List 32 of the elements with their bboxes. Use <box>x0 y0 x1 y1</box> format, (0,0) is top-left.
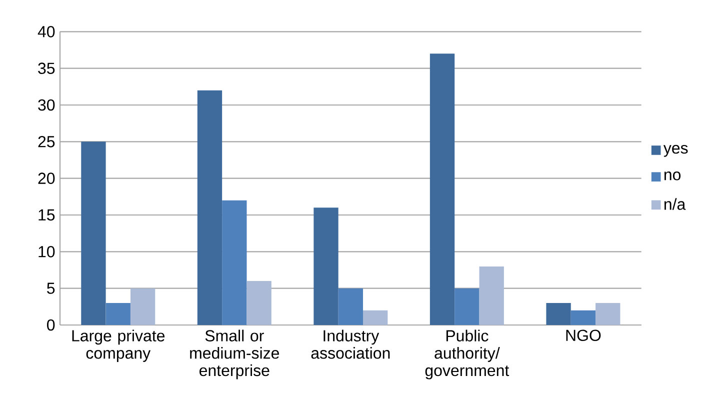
bar <box>363 310 388 325</box>
bar <box>130 288 156 325</box>
x-tick-label: Large private company <box>72 330 165 362</box>
bar <box>596 303 620 325</box>
legend-label: yes <box>663 144 688 157</box>
x-tick-label: Industry association <box>311 330 390 359</box>
bar <box>454 288 480 325</box>
y-tick-label: 20 <box>38 172 55 184</box>
bar <box>430 54 455 325</box>
legend-label: no <box>664 172 681 180</box>
y-tick-label: 10 <box>38 246 55 258</box>
x-tick-label: NGO <box>566 330 601 342</box>
x-tick-label: Small or medium-size enterprise <box>190 330 280 380</box>
bar <box>546 303 571 325</box>
y-tick-label: 25 <box>38 136 55 148</box>
y-tick-label: 15 <box>38 209 55 221</box>
bar <box>314 208 338 325</box>
y-tick-label: 5 <box>47 282 55 294</box>
legend-label: n/a <box>664 198 686 210</box>
bar <box>479 266 504 325</box>
y-tick-label: 0 <box>47 319 55 331</box>
bar <box>570 310 596 325</box>
bar <box>246 281 272 325</box>
bar <box>81 142 106 325</box>
y-tick-label: 40 <box>38 26 55 38</box>
x-tick-label: Public authority/ government <box>425 330 510 380</box>
bar <box>222 200 247 325</box>
bar <box>197 90 222 325</box>
bar <box>106 303 130 325</box>
y-tick-label: 35 <box>38 62 55 74</box>
bar <box>338 288 364 325</box>
y-tick-label: 30 <box>38 99 55 111</box>
